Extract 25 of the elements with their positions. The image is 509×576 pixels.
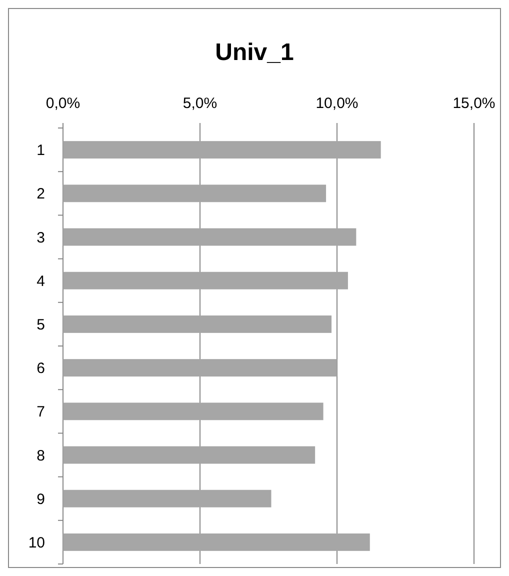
bar — [63, 359, 337, 377]
y-tick-label: 10 — [28, 534, 45, 552]
y-tick-label: 7 — [36, 404, 45, 421]
y-tick-label: 3 — [36, 229, 45, 246]
y-tick-label: 5 — [36, 316, 45, 334]
x-tick-label: 5,0% — [182, 95, 218, 112]
bar — [63, 446, 316, 464]
y-tick-label: 8 — [36, 447, 45, 464]
y-tick-label: 9 — [36, 490, 45, 508]
chart-title: Univ_1 — [215, 39, 294, 66]
y-tick-label: 1 — [36, 142, 45, 160]
y-tick-label: 4 — [36, 272, 45, 290]
bar — [63, 228, 356, 246]
bar — [63, 490, 272, 508]
y-tick-label: 6 — [36, 360, 45, 378]
y-tick-label: 2 — [36, 186, 45, 203]
x-tick-label: 0,0% — [46, 95, 80, 112]
x-tick-label: 15,0% — [452, 95, 496, 112]
bar — [63, 272, 348, 290]
bar — [63, 315, 332, 333]
bar — [63, 141, 381, 159]
bar — [63, 402, 324, 420]
x-tick-label: 10,0% — [316, 95, 358, 112]
bar — [63, 184, 326, 202]
bar — [63, 533, 370, 551]
